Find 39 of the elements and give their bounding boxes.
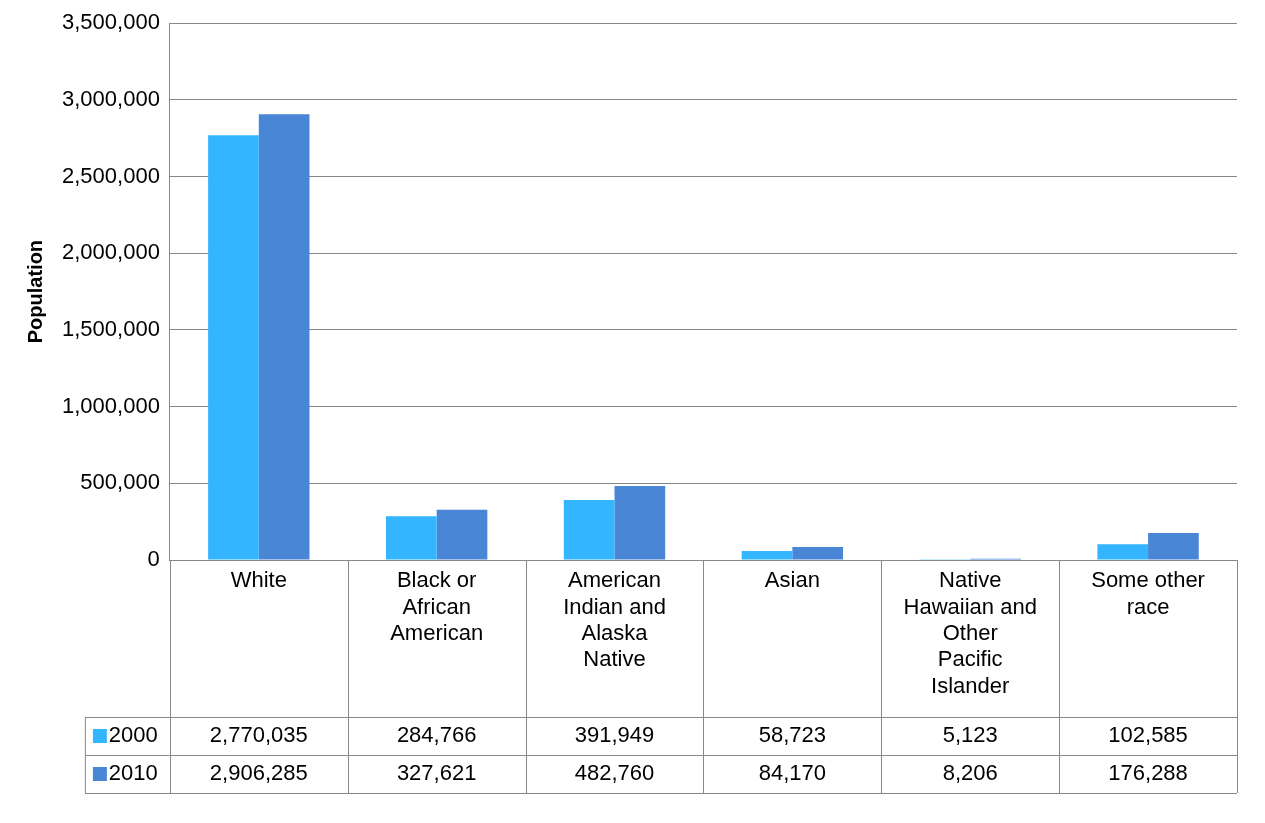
data-label: 327,621 <box>396 760 477 786</box>
data-label: 2,906,285 <box>209 760 308 786</box>
data-label: 176,288 <box>1108 760 1188 786</box>
bar <box>385 516 437 560</box>
y-tick-label: 2,000,000 <box>62 239 160 265</box>
bar <box>258 114 310 560</box>
data-label: 5,123 <box>942 722 998 748</box>
x-tick-label: Native Hawaiian and Other Pacific Islander <box>903 567 1037 698</box>
y-tick-label: 1,500,000 <box>62 316 160 342</box>
x-tick-label: Some other race <box>1091 567 1205 619</box>
x-tick-label: Black or African American <box>390 567 484 646</box>
data-label: 58,723 <box>758 722 827 748</box>
data-label: 482,760 <box>574 760 655 786</box>
data-label: 8,206 <box>942 760 998 786</box>
bar <box>1097 544 1149 560</box>
legend-label: 2000 <box>108 722 158 748</box>
bar <box>208 135 259 560</box>
bar <box>1148 532 1199 560</box>
x-tick-label: American Indian and Alaska Native <box>563 567 666 672</box>
y-tick-label: 2,500,000 <box>62 162 160 188</box>
x-tick-label: Asian <box>764 567 820 593</box>
y-tick-label: 3,500,000 <box>62 9 160 35</box>
legend-label: 2010 <box>108 760 158 786</box>
data-label: 2,770,035 <box>209 722 308 748</box>
y-axis-title: Population <box>23 239 46 344</box>
bar <box>563 499 615 560</box>
y-tick-label: 3,000,000 <box>62 85 160 111</box>
y-tick-label: 500,000 <box>80 469 160 495</box>
y-tick-label: 1,000,000 <box>62 392 160 418</box>
bar <box>614 485 666 560</box>
x-tick-label: White <box>230 567 287 593</box>
data-label: 102,585 <box>1108 722 1188 748</box>
bar <box>436 509 488 560</box>
data-label: 284,766 <box>396 722 477 748</box>
y-tick-label: 0 <box>147 546 160 572</box>
data-label: 84,170 <box>758 760 827 786</box>
bar <box>741 550 793 560</box>
bar <box>792 547 844 560</box>
data-label: 391,949 <box>574 722 655 748</box>
